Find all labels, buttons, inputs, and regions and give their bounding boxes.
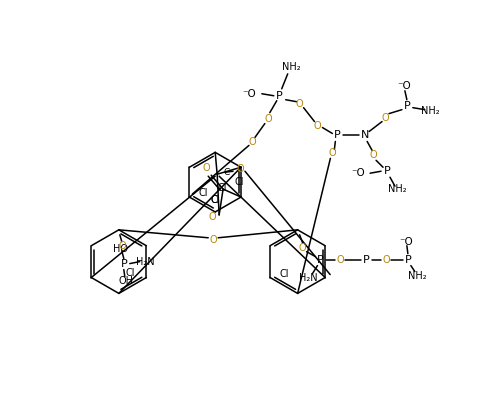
Text: O: O [296, 99, 303, 109]
Text: NH₂: NH₂ [388, 184, 406, 194]
Text: O: O [208, 212, 216, 222]
Text: O: O [382, 255, 390, 265]
Text: ⁻O: ⁻O [242, 89, 256, 99]
Text: Cl: Cl [211, 195, 220, 205]
Text: Cl: Cl [126, 268, 135, 277]
Text: P: P [384, 166, 390, 176]
Text: O: O [337, 255, 344, 265]
Text: HO: HO [114, 244, 128, 254]
Text: C: C [224, 168, 230, 177]
Text: N: N [361, 130, 369, 141]
Text: O: O [264, 113, 271, 124]
Text: Cl: Cl [211, 195, 220, 205]
Text: O: O [202, 163, 210, 173]
Text: O: O [381, 113, 389, 122]
Text: O: O [313, 120, 321, 131]
Text: Cl: Cl [234, 177, 244, 187]
Text: O: O [369, 150, 377, 160]
Text: P: P [404, 255, 411, 265]
Text: NH₂: NH₂ [409, 270, 427, 281]
Text: Cl: Cl [279, 268, 289, 279]
Text: O: O [248, 137, 256, 148]
Text: NH₂: NH₂ [283, 62, 301, 72]
Text: P: P [334, 130, 341, 141]
Text: P: P [363, 255, 369, 265]
Text: O: O [209, 235, 217, 245]
Text: OH: OH [118, 277, 133, 286]
Text: O: O [299, 243, 306, 253]
Text: NH₂: NH₂ [421, 106, 440, 115]
Text: ⁻O: ⁻O [352, 168, 365, 178]
Text: ⁻O: ⁻O [399, 237, 413, 247]
Text: O: O [328, 148, 336, 158]
Text: P: P [317, 255, 324, 265]
Text: Cl: Cl [199, 188, 208, 198]
Text: O: O [118, 241, 126, 251]
Text: P: P [276, 91, 283, 101]
Text: P: P [403, 101, 410, 111]
Text: H₂N: H₂N [136, 256, 155, 267]
Text: ⁻O: ⁻O [397, 81, 411, 91]
Text: O: O [236, 164, 244, 174]
Text: H₂N: H₂N [299, 272, 318, 282]
Text: Cl: Cl [217, 183, 227, 193]
Text: P: P [120, 259, 127, 269]
